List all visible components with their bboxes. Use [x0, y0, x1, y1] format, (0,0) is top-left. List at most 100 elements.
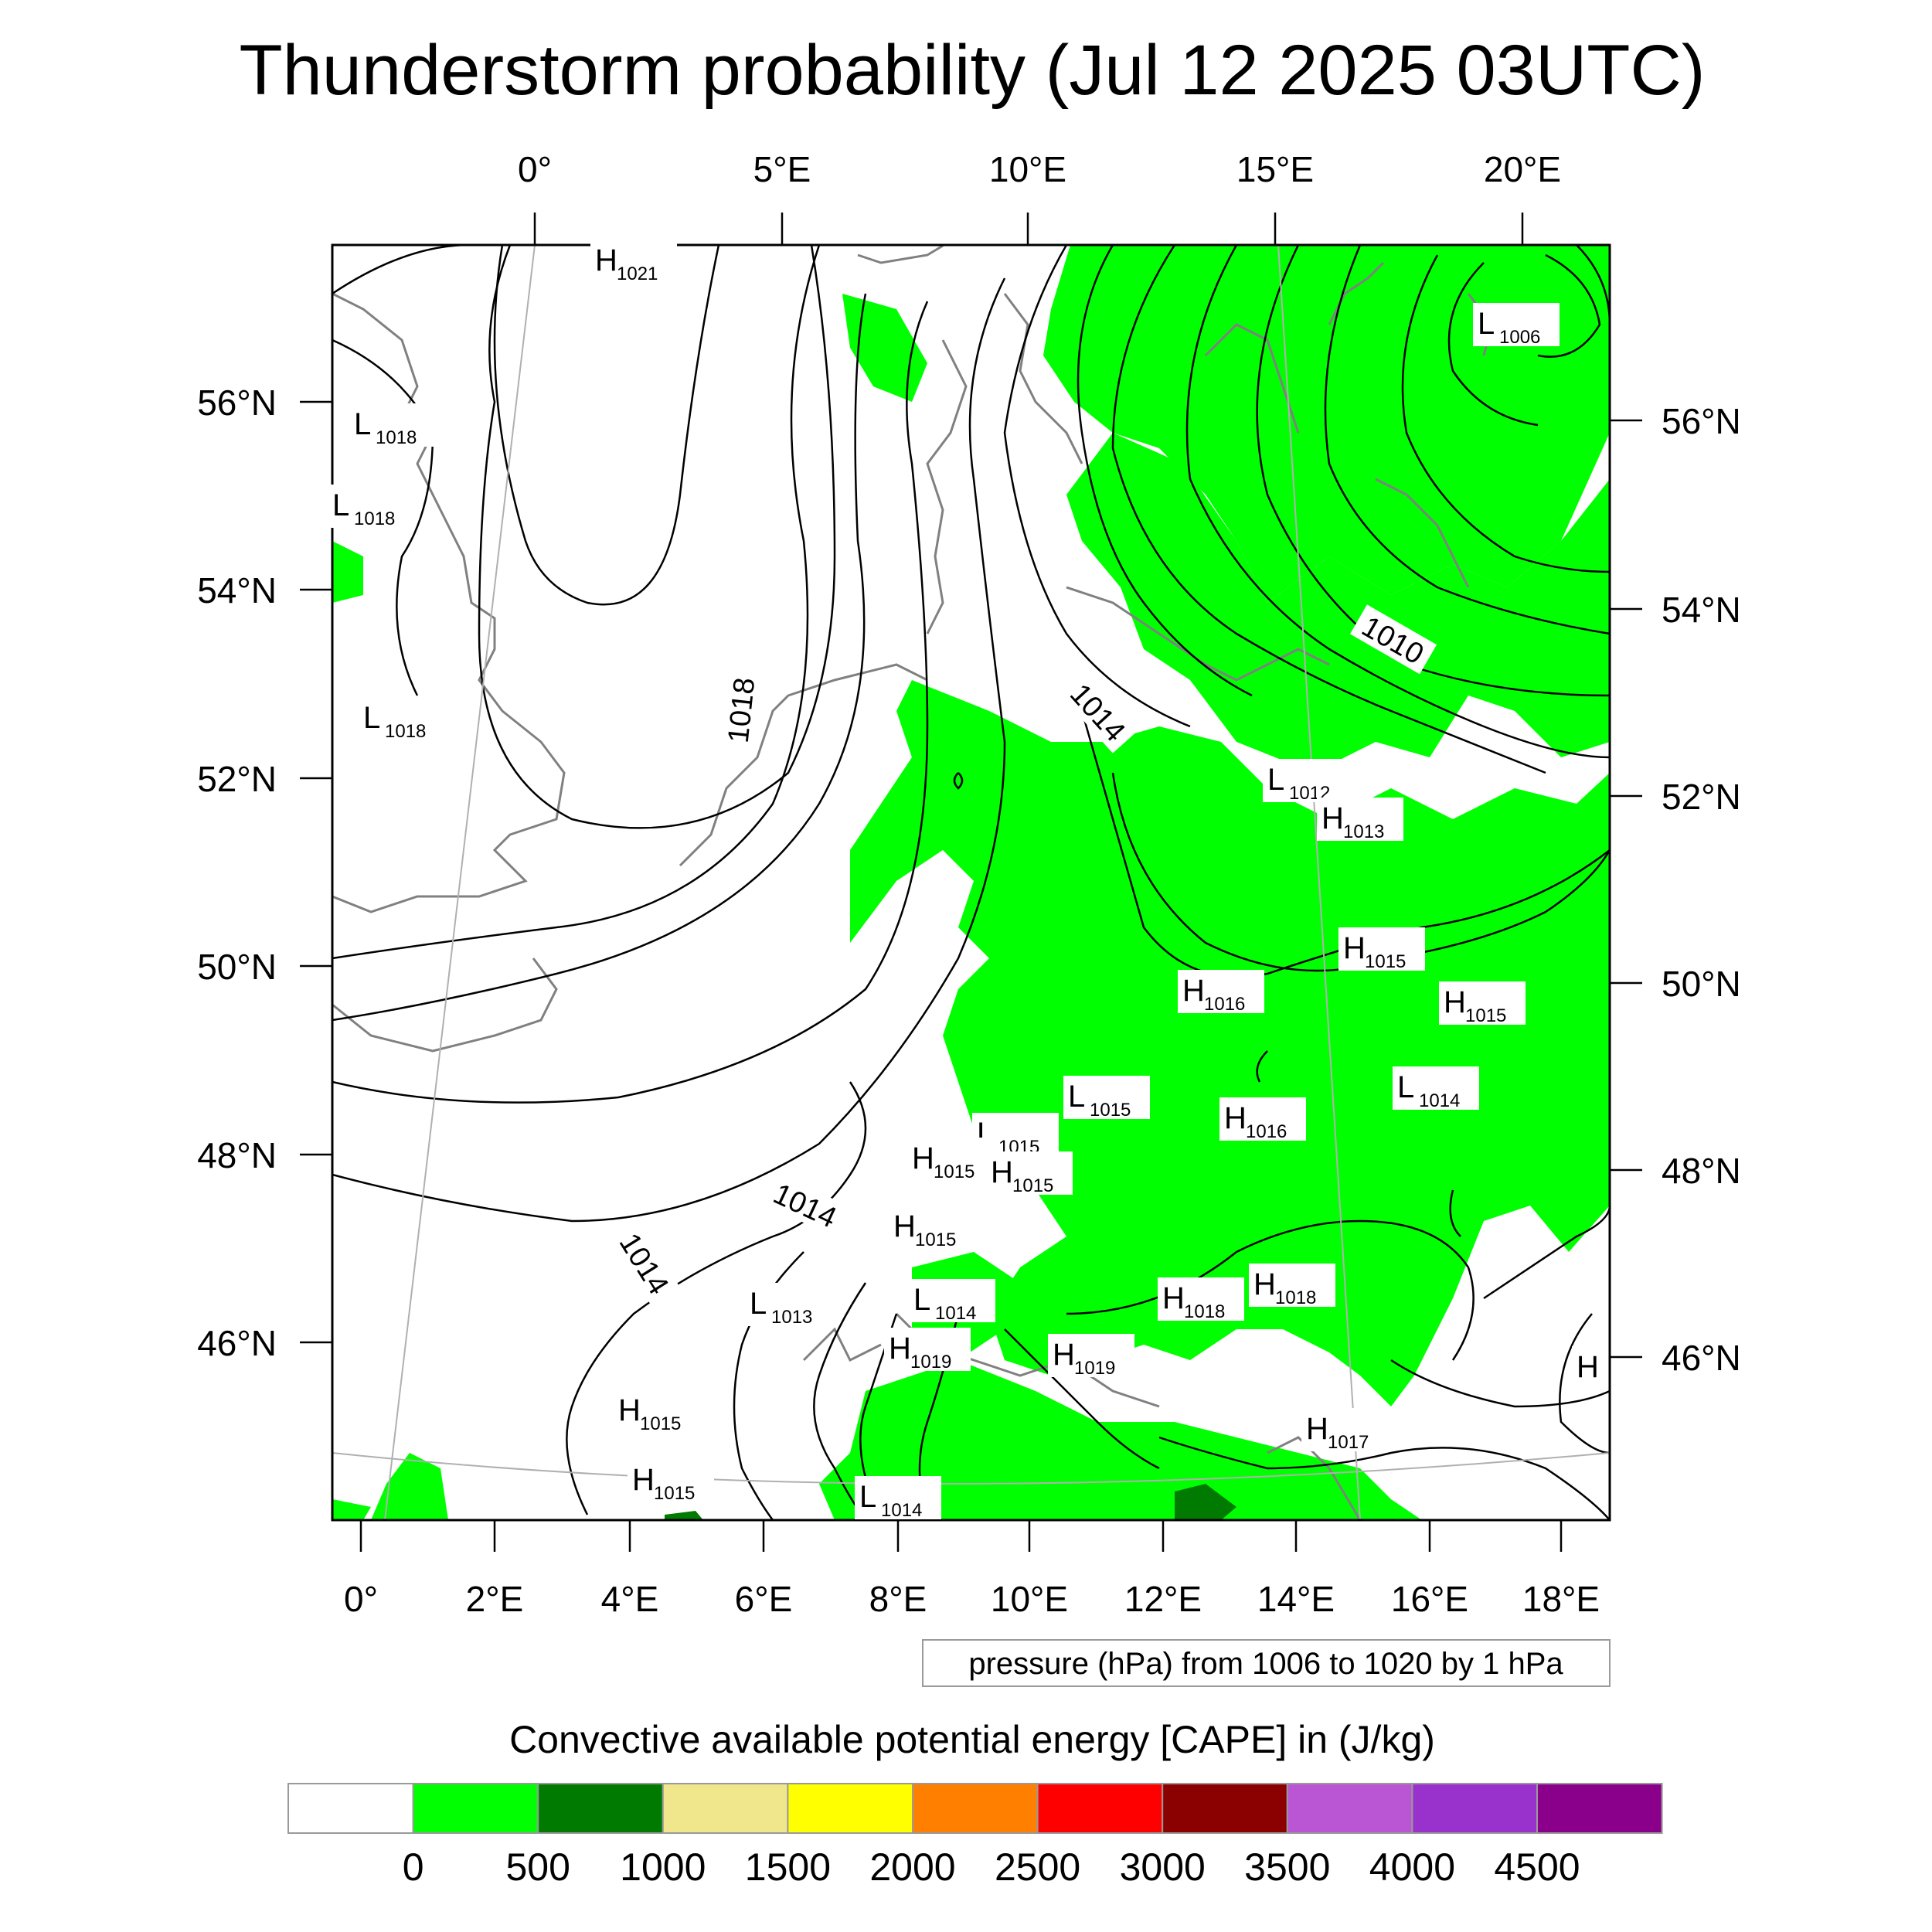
pressure-center-value: 1013 — [1343, 821, 1384, 842]
pressure-note-text: pressure (hPa) from 1006 to 1020 by 1 hP… — [968, 1647, 1563, 1681]
pressure-center-value: 1018 — [376, 427, 417, 448]
pressure-center-type: L — [859, 1480, 876, 1514]
pressure-center-type: L — [1267, 763, 1284, 797]
pressure-center-type: L — [354, 407, 371, 441]
colorbar-box — [912, 1783, 1039, 1834]
right-lat-labels: 56°N 54°N 52°N 50°N 48°N 46°N — [1662, 401, 1741, 1378]
left-lat-label: 50°N — [197, 947, 277, 987]
bottom-lon-label: 16°E — [1391, 1579, 1468, 1619]
pressure-center-type: L — [913, 1283, 930, 1317]
pressure-center: L 1018 — [359, 697, 445, 742]
top-lon-label: 5°E — [753, 149, 811, 189]
pressure-center: L 1014 — [855, 1476, 941, 1521]
left-lat-label: 46°N — [197, 1323, 277, 1363]
pressure-center-type: L — [750, 1287, 767, 1321]
pressure-center-value: 1019 — [910, 1352, 951, 1372]
map-panel: 0° 5°E 10°E 15°E 20°E 0° 2°E 4°E 6°E 8°E… — [197, 149, 1741, 1619]
colorbar-box — [1411, 1783, 1539, 1834]
pressure-center-type: H — [1444, 985, 1466, 1019]
pressure-center-value: 1015 — [1365, 951, 1406, 972]
colorbar-box — [1536, 1783, 1663, 1834]
colorbar-label: 2000 — [869, 1845, 955, 1889]
pressure-center: H 1019 — [884, 1328, 971, 1372]
pressure-center-value: 1015 — [1090, 1100, 1131, 1121]
pressure-center: H 1015 — [614, 1389, 700, 1434]
colorbar-box — [287, 1783, 414, 1834]
pressure-center-type: H — [595, 243, 617, 277]
pressure-center: L 1018 — [349, 403, 436, 448]
top-lon-label: 15°E — [1236, 149, 1314, 189]
pressure-center: H — [1572, 1346, 1599, 1389]
pressure-center-value: 1014 — [1419, 1090, 1460, 1111]
pressure-center: H 1016 — [1219, 1097, 1306, 1142]
pressure-center-value: 1018 — [354, 509, 395, 529]
left-lat-label: 56°N — [197, 383, 277, 423]
pressure-center-value: 1014 — [935, 1303, 976, 1324]
pressure-center-type: L — [363, 701, 380, 735]
pressure-center: L 1013 — [745, 1283, 832, 1328]
pressure-center: L 1015 — [1063, 1076, 1150, 1121]
colorbar-label: 4500 — [1494, 1845, 1580, 1889]
right-lat-label: 52°N — [1662, 777, 1741, 817]
pressure-center: L 1018 — [328, 485, 414, 529]
pressure-center: H 1013 — [1317, 798, 1403, 842]
pressure-center-type: H — [1321, 801, 1344, 835]
pressure-center-type: H — [618, 1393, 641, 1427]
pressure-center: H 1015 — [907, 1138, 994, 1182]
right-lat-label: 54°N — [1662, 590, 1741, 630]
pressure-center: H 1015 — [1439, 981, 1526, 1026]
pressure-center-type: H — [1182, 974, 1205, 1008]
pressure-center-type: H — [632, 1463, 655, 1497]
pressure-center-value: 1016 — [1246, 1121, 1287, 1142]
colorbar-label: 0 — [403, 1845, 424, 1889]
pressure-center: H 1015 — [1338, 927, 1425, 972]
colorbar-label: 3000 — [1120, 1845, 1206, 1889]
pressure-center-type: H — [1224, 1101, 1247, 1135]
top-lon-labels: 0° 5°E 10°E 15°E 20°E — [518, 149, 1561, 189]
pressure-center-value: 1015 — [1465, 1005, 1506, 1026]
pressure-center-type: H — [889, 1332, 911, 1366]
colorbar-box — [1162, 1783, 1288, 1834]
pressure-center: H 1016 — [1178, 970, 1264, 1015]
pressure-center-value: 1015 — [1012, 1175, 1053, 1196]
pressure-center: H 1019 — [1048, 1334, 1134, 1379]
isobars — [332, 245, 1610, 1520]
pressure-center-value: 1021 — [617, 264, 658, 284]
pressure-center-type: H — [1253, 1267, 1276, 1301]
colorbar-label: 2500 — [995, 1845, 1080, 1889]
pressure-center: H 1018 — [1158, 1277, 1244, 1322]
pressure-center-type: L — [332, 488, 349, 522]
bottom-lon-label: 18°E — [1522, 1579, 1600, 1619]
pressure-center-type: H — [912, 1141, 934, 1175]
colorbar: Convective available potential energy [C… — [287, 1718, 1663, 1889]
pressure-center: H 1015 — [628, 1459, 714, 1504]
map-frame — [331, 243, 1611, 1522]
pressure-center: L 1014 — [1393, 1066, 1479, 1111]
colorbar-label: 4000 — [1369, 1845, 1455, 1889]
cape-dark-shading — [665, 1484, 1236, 1520]
right-lat-label: 56°N — [1662, 401, 1741, 441]
colorbar-title: Convective available potential energy [C… — [509, 1718, 1435, 1761]
pressure-note: pressure (hPa) from 1006 to 1020 by 1 hP… — [922, 1639, 1611, 1687]
colorbar-box — [662, 1783, 789, 1834]
pressure-center-type: H — [1053, 1338, 1075, 1372]
pressure-center-type: H — [991, 1155, 1013, 1189]
top-lon-label: 20°E — [1484, 149, 1561, 189]
left-lat-label: 48°N — [197, 1135, 277, 1175]
colorbar-label: 3500 — [1244, 1845, 1330, 1889]
pressure-center: L 1006 — [1473, 303, 1560, 348]
colorbar-box — [412, 1783, 539, 1834]
pressure-center-value: 1006 — [1499, 327, 1540, 348]
colorbar-label: 500 — [505, 1845, 570, 1889]
pressure-center-type: H — [1343, 931, 1366, 965]
pressure-center: H 1015 — [889, 1206, 975, 1250]
bottom-lon-label: 14°E — [1257, 1579, 1335, 1619]
top-lon-label: 10°E — [989, 149, 1066, 189]
bottom-lon-label: 8°E — [869, 1579, 927, 1619]
right-lat-label: 50°N — [1662, 964, 1741, 1004]
pressure-center-value: 1015 — [934, 1162, 975, 1182]
pressure-center-value: 1018 — [1275, 1287, 1316, 1308]
pressure-center: L 1012 — [1263, 759, 1349, 804]
pressure-center-value: 1015 — [654, 1483, 695, 1504]
